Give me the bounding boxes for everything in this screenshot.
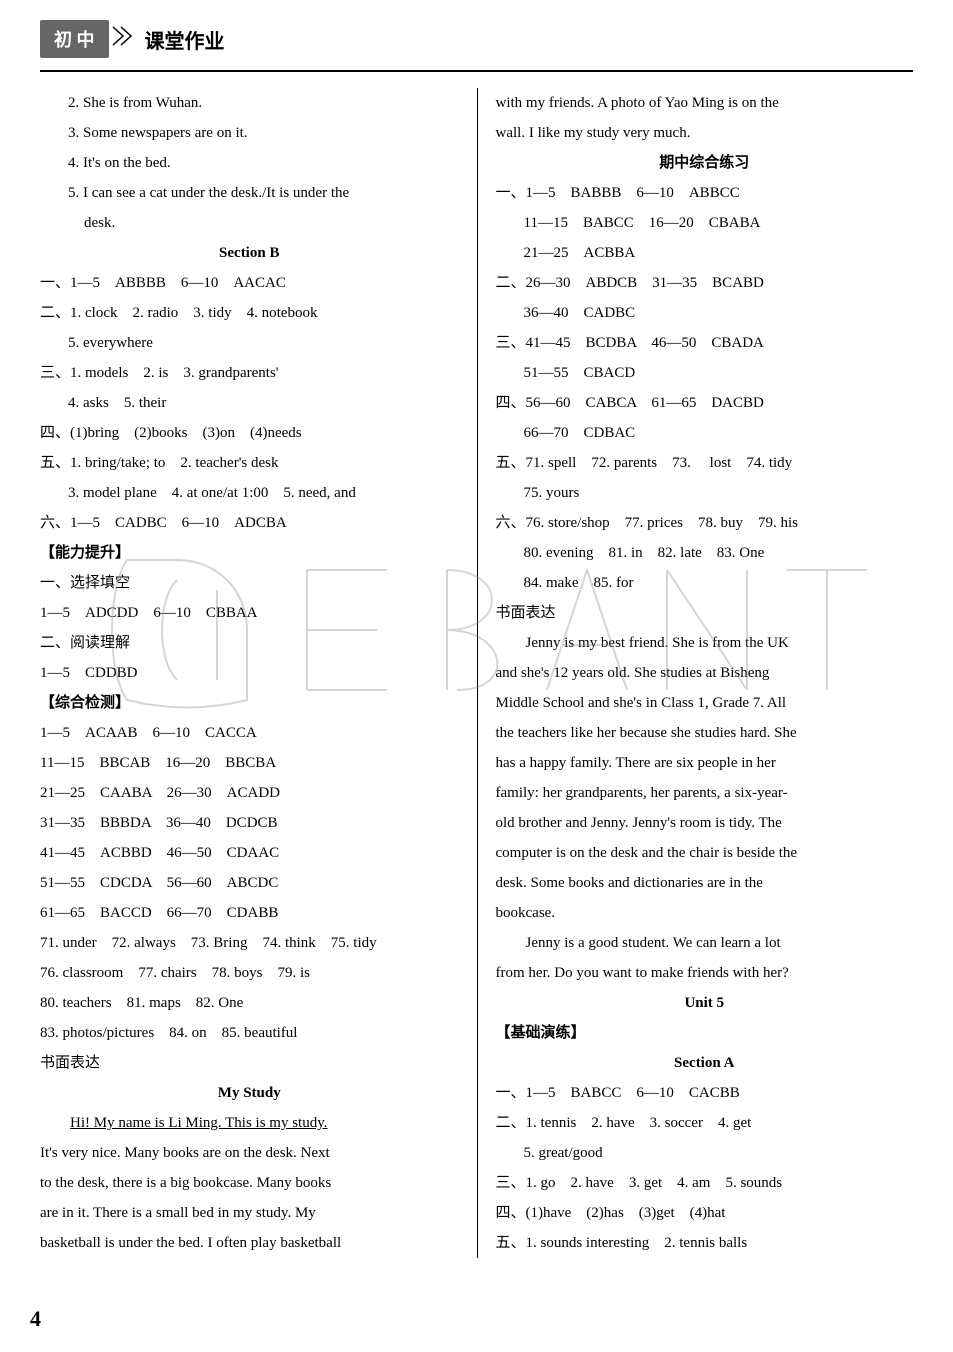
- answer-line: 11—15 BABCC 16—20 CBABA: [496, 208, 914, 238]
- answer-line: 80. teachers 81. maps 82. One: [40, 988, 459, 1018]
- answer-line: 4. It's on the bed.: [40, 148, 459, 178]
- answer-line: 31—35 BBBDA 36—40 DCDCB: [40, 808, 459, 838]
- essay-line: are in it. There is a small bed in my st…: [40, 1198, 459, 1228]
- answer-line: 五、71. spell 72. parents 73. lost 74. tid…: [496, 448, 914, 478]
- answer-line: 二、阅读理解: [40, 628, 459, 658]
- header-badge: 初 中: [40, 20, 109, 58]
- essay-line: to the desk, there is a big bookcase. Ma…: [40, 1168, 459, 1198]
- answer-line: 三、1. go 2. have 3. get 4. am 5. sounds: [496, 1168, 914, 1198]
- header-title: 课堂作业: [145, 25, 225, 54]
- answer-line: 41—45 ACBBD 46—50 CDAAC: [40, 838, 459, 868]
- essay-line: bookcase.: [496, 898, 914, 928]
- answer-line: 一、选择填空: [40, 568, 459, 598]
- left-column: 2. She is from Wuhan. 3. Some newspapers…: [40, 88, 477, 1258]
- answer-line: 11—15 BBCAB 16—20 BBCBA: [40, 748, 459, 778]
- essay-line: Hi! My name is Li Ming. This is my study…: [40, 1108, 459, 1138]
- answer-line: 21—25 CAABA 26—30 ACADD: [40, 778, 459, 808]
- answer-line: 一、1—5 BABBB 6—10 ABBCC: [496, 178, 914, 208]
- answer-line: 一、1—5 BABCC 6—10 CACBB: [496, 1078, 914, 1108]
- answer-line: 21—25 ACBBA: [496, 238, 914, 268]
- answer-line: 3. model plane 4. at one/at 1:00 5. need…: [40, 478, 459, 508]
- essay-line: from her. Do you want to make friends wi…: [496, 958, 914, 988]
- answer-line: 61—65 BACCD 66—70 CDABB: [40, 898, 459, 928]
- right-column: with my friends. A photo of Yao Ming is …: [477, 88, 914, 1258]
- answer-line: 2. She is from Wuhan.: [40, 88, 459, 118]
- essay-line: It's very nice. Many books are on the de…: [40, 1138, 459, 1168]
- essay-line: computer is on the desk and the chair is…: [496, 838, 914, 868]
- answer-line: 二、1. clock 2. radio 3. tidy 4. notebook: [40, 298, 459, 328]
- midterm-heading: 期中综合练习: [496, 148, 914, 178]
- essay-line: basketball is under the bed. I often pla…: [40, 1228, 459, 1258]
- answer-line: 84. make 85. for: [496, 568, 914, 598]
- answer-line: 书面表达: [40, 1048, 459, 1078]
- essay-line: with my friends. A photo of Yao Ming is …: [496, 88, 914, 118]
- answer-line: 六、1—5 CADBC 6—10 ADCBA: [40, 508, 459, 538]
- essay-line: old brother and Jenny. Jenny's room is t…: [496, 808, 914, 838]
- answer-line: 六、76. store/shop 77. prices 78. buy 79. …: [496, 508, 914, 538]
- essay-line: has a happy family. There are six people…: [496, 748, 914, 778]
- answer-line: 66—70 CDBAC: [496, 418, 914, 448]
- answer-line: 36—40 CADBC: [496, 298, 914, 328]
- answer-line: 四、56—60 CABCA 61—65 DACBD: [496, 388, 914, 418]
- ability-heading: 【能力提升】: [40, 538, 459, 568]
- answer-line: 51—55 CDCDA 56—60 ABCDC: [40, 868, 459, 898]
- essay-line: Jenny is my best friend. She is from the…: [496, 628, 914, 658]
- answer-line: 书面表达: [496, 598, 914, 628]
- answer-line: 三、41—45 BCDBA 46—50 CBADA: [496, 328, 914, 358]
- answer-line: 83. photos/pictures 84. on 85. beautiful: [40, 1018, 459, 1048]
- answer-line: 二、1. tennis 2. have 3. soccer 4. get: [496, 1108, 914, 1138]
- section-a-heading: Section A: [496, 1048, 914, 1078]
- essay-underlined: Hi! My name is Li Ming. This is my study…: [70, 1115, 328, 1131]
- answer-line: 五、1. sounds interesting 2. tennis balls: [496, 1228, 914, 1258]
- answer-line: 5. great/good: [496, 1138, 914, 1168]
- answer-line: 5. I can see a cat under the desk./It is…: [40, 178, 459, 208]
- answer-line: desk.: [40, 208, 459, 238]
- answer-line: 四、(1)have (2)has (3)get (4)hat: [496, 1198, 914, 1228]
- answer-line: 4. asks 5. their: [40, 388, 459, 418]
- essay-line: and she's 12 years old. She studies at B…: [496, 658, 914, 688]
- essay-line: wall. I like my study very much.: [496, 118, 914, 148]
- essay-line: Middle School and she's in Class 1, Grad…: [496, 688, 914, 718]
- page-header: 初 中 课堂作业: [40, 0, 913, 72]
- essay-line: the teachers like her because she studie…: [496, 718, 914, 748]
- unit5-heading: Unit 5: [496, 988, 914, 1018]
- answer-line: 五、1. bring/take; to 2. teacher's desk: [40, 448, 459, 478]
- answer-line: 二、26—30 ABDCB 31—35 BCABD: [496, 268, 914, 298]
- page-number: 4: [30, 1306, 41, 1332]
- basic-heading: 【基础演练】: [496, 1018, 914, 1048]
- essay-line: family: her grandparents, her parents, a…: [496, 778, 914, 808]
- comprehensive-heading: 【综合检测】: [40, 688, 459, 718]
- answer-line: 80. evening 81. in 82. late 83. One: [496, 538, 914, 568]
- answer-line: 1—5 CDDBD: [40, 658, 459, 688]
- answer-line: 三、1. models 2. is 3. grandparents': [40, 358, 459, 388]
- section-b-heading: Section B: [40, 238, 459, 268]
- answer-line: 75. yours: [496, 478, 914, 508]
- answer-line: 51—55 CBACD: [496, 358, 914, 388]
- answer-line: 3. Some newspapers are on it.: [40, 118, 459, 148]
- essay-title: My Study: [40, 1078, 459, 1108]
- answer-line: 1—5 ACAAB 6—10 CACCA: [40, 718, 459, 748]
- chevron-right-icon: [111, 25, 137, 53]
- answer-line: 一、1—5 ABBBB 6—10 AACAC: [40, 268, 459, 298]
- essay-line: Jenny is a good student. We can learn a …: [496, 928, 914, 958]
- answer-line: 76. classroom 77. chairs 78. boys 79. is: [40, 958, 459, 988]
- answer-line: 1—5 ADCDD 6—10 CBBAA: [40, 598, 459, 628]
- answer-line: 四、(1)bring (2)books (3)on (4)needs: [40, 418, 459, 448]
- answer-line: 71. under 72. always 73. Bring 74. think…: [40, 928, 459, 958]
- content-columns: 2. She is from Wuhan. 3. Some newspapers…: [0, 88, 953, 1258]
- answer-line: 5. everywhere: [40, 328, 459, 358]
- essay-line: desk. Some books and dictionaries are in…: [496, 868, 914, 898]
